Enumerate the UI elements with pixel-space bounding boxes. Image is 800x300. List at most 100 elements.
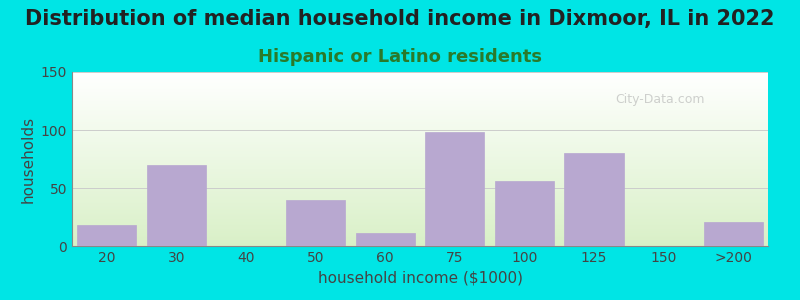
Bar	[78, 225, 136, 246]
Bar	[72, 123, 768, 124]
Bar	[72, 96, 768, 97]
Bar	[72, 201, 768, 202]
Bar	[72, 75, 768, 76]
Bar	[72, 80, 768, 81]
Bar	[72, 120, 768, 121]
Bar	[72, 187, 768, 188]
Bar	[72, 245, 768, 246]
Bar	[72, 152, 768, 153]
Bar	[72, 112, 768, 113]
Bar	[565, 153, 623, 246]
X-axis label: household income ($1000): household income ($1000)	[318, 270, 522, 285]
Bar	[72, 156, 768, 157]
Bar	[72, 221, 768, 222]
Bar	[72, 193, 768, 194]
Bar	[72, 198, 768, 199]
Bar	[72, 195, 768, 196]
Bar	[72, 107, 768, 108]
Bar	[72, 167, 768, 168]
Bar	[72, 214, 768, 215]
Bar	[72, 78, 768, 79]
Bar	[72, 142, 768, 143]
Bar	[72, 182, 768, 183]
Bar	[72, 74, 768, 75]
Bar	[72, 98, 768, 99]
Bar	[72, 124, 768, 125]
Bar	[72, 188, 768, 189]
Bar	[72, 118, 768, 119]
Bar	[72, 230, 768, 231]
Bar	[147, 165, 206, 246]
Bar	[72, 183, 768, 184]
Bar	[72, 79, 768, 80]
Bar	[72, 119, 768, 120]
Bar	[72, 175, 768, 176]
Bar	[72, 82, 768, 83]
Bar	[72, 224, 768, 225]
Bar	[72, 206, 768, 207]
Bar	[72, 213, 768, 214]
Bar	[72, 216, 768, 217]
Bar	[72, 144, 768, 145]
Bar	[286, 200, 345, 246]
Bar	[72, 125, 768, 126]
Bar	[72, 205, 768, 206]
Bar	[72, 104, 768, 105]
Bar	[72, 130, 768, 131]
Bar	[72, 237, 768, 238]
Bar	[72, 228, 768, 229]
Bar	[72, 238, 768, 239]
Bar	[72, 154, 768, 155]
Bar	[72, 233, 768, 234]
Bar	[72, 168, 768, 169]
Bar	[72, 155, 768, 156]
Bar	[72, 229, 768, 230]
Bar	[72, 136, 768, 137]
Bar	[72, 93, 768, 94]
Bar	[72, 95, 768, 96]
Bar	[72, 232, 768, 233]
Bar	[72, 184, 768, 185]
Bar	[72, 174, 768, 175]
Text: City-Data.com: City-Data.com	[615, 93, 704, 106]
Bar	[72, 159, 768, 160]
Bar	[72, 114, 768, 115]
Bar	[72, 85, 768, 86]
Bar	[72, 108, 768, 109]
Bar	[72, 215, 768, 216]
Text: Distribution of median household income in Dixmoor, IL in 2022: Distribution of median household income …	[26, 9, 774, 29]
Bar	[72, 186, 768, 187]
Bar	[426, 132, 484, 246]
Bar	[72, 157, 768, 158]
Bar	[72, 222, 768, 223]
Bar	[72, 82, 768, 83]
Bar	[72, 77, 768, 78]
Bar	[72, 163, 768, 164]
Bar	[72, 220, 768, 221]
Bar	[72, 178, 768, 179]
Bar	[72, 179, 768, 180]
Bar	[72, 217, 768, 218]
Bar	[72, 84, 768, 85]
Bar	[72, 141, 768, 142]
Bar	[72, 169, 768, 170]
Bar	[72, 211, 768, 212]
Bar	[72, 207, 768, 208]
Bar	[72, 94, 768, 95]
Bar	[72, 189, 768, 190]
Bar	[72, 147, 768, 148]
Bar	[72, 173, 768, 174]
Bar	[72, 177, 768, 178]
Text: Hispanic or Latino residents: Hispanic or Latino residents	[258, 48, 542, 66]
Bar	[72, 86, 768, 87]
Bar	[72, 134, 768, 135]
Bar	[72, 171, 768, 172]
Bar	[72, 113, 768, 114]
Bar	[72, 81, 768, 82]
Bar	[72, 166, 768, 167]
Bar	[72, 99, 768, 100]
Bar	[72, 126, 768, 127]
Bar	[72, 83, 768, 84]
Bar	[72, 170, 768, 171]
Bar	[72, 181, 768, 182]
